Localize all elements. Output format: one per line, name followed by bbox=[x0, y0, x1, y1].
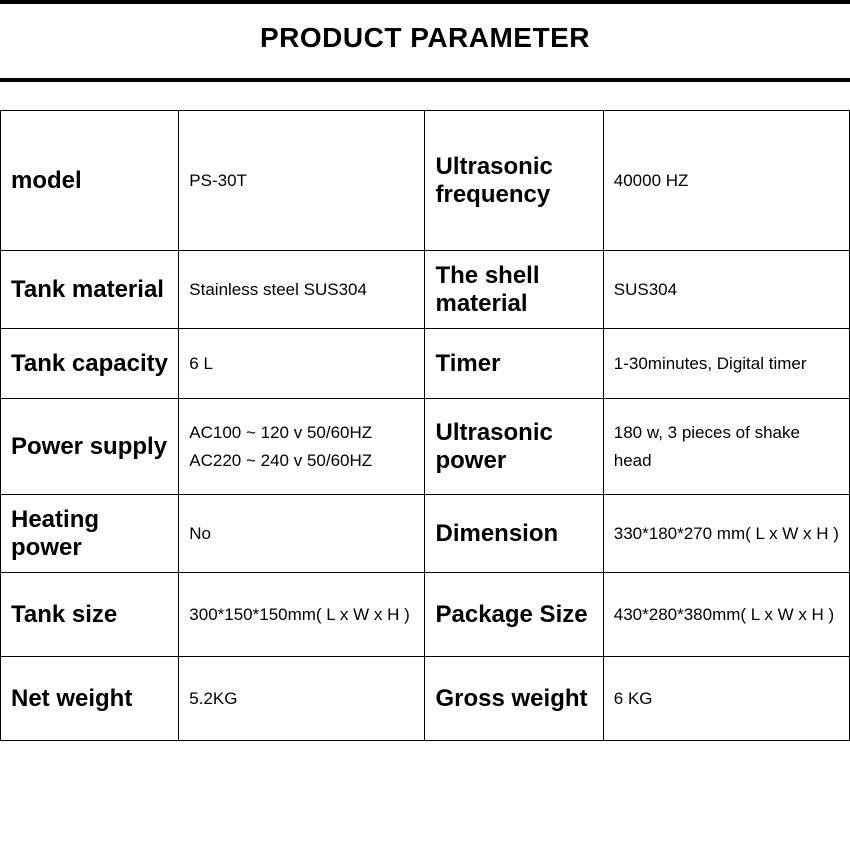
label-ultrasonic-power: Ultrasonic power bbox=[425, 399, 603, 495]
page: PRODUCT PARAMETER model PS-30T Ultrasoni… bbox=[0, 0, 850, 850]
label-gross-weight: Gross weight bbox=[425, 657, 603, 741]
value-package-size: 430*280*380mm( L x W x H ) bbox=[603, 573, 849, 657]
value-tank-capacity: 6 L bbox=[179, 329, 425, 399]
table-row: Power supply AC100 ~ 120 v 50/60HZ AC220… bbox=[1, 399, 850, 495]
label-dimension: Dimension bbox=[425, 495, 603, 573]
table-row: model PS-30T Ultrasonic frequency 40000 … bbox=[1, 111, 850, 251]
value-model: PS-30T bbox=[179, 111, 425, 251]
label-package-size: Package Size bbox=[425, 573, 603, 657]
label-timer: Timer bbox=[425, 329, 603, 399]
label-tank-material: Tank material bbox=[1, 251, 179, 329]
table-row: Heating power No Dimension 330*180*270 m… bbox=[1, 495, 850, 573]
label-tank-capacity: Tank capacity bbox=[1, 329, 179, 399]
label-power-supply: Power supply bbox=[1, 399, 179, 495]
label-tank-size: Tank size bbox=[1, 573, 179, 657]
value-net-weight: 5.2KG bbox=[179, 657, 425, 741]
value-dimension: 330*180*270 mm( L x W x H ) bbox=[603, 495, 849, 573]
page-title: PRODUCT PARAMETER bbox=[0, 0, 850, 82]
spec-table: model PS-30T Ultrasonic frequency 40000 … bbox=[0, 110, 850, 741]
value-tank-material: Stainless steel SUS304 bbox=[179, 251, 425, 329]
value-heating-power: No bbox=[179, 495, 425, 573]
label-net-weight: Net weight bbox=[1, 657, 179, 741]
value-power-supply: AC100 ~ 120 v 50/60HZ AC220 ~ 240 v 50/6… bbox=[179, 399, 425, 495]
value-shell-material: SUS304 bbox=[603, 251, 849, 329]
table-row: Tank capacity 6 L Timer 1-30minutes, Dig… bbox=[1, 329, 850, 399]
table-row: Tank material Stainless steel SUS304 The… bbox=[1, 251, 850, 329]
label-model: model bbox=[1, 111, 179, 251]
label-shell-material: The shell material bbox=[425, 251, 603, 329]
value-gross-weight: 6 KG bbox=[603, 657, 849, 741]
value-timer: 1-30minutes, Digital timer bbox=[603, 329, 849, 399]
table-row: Net weight 5.2KG Gross weight 6 KG bbox=[1, 657, 850, 741]
value-ultrasonic-power: 180 w, 3 pieces of shake head bbox=[603, 399, 849, 495]
label-heating-power: Heating power bbox=[1, 495, 179, 573]
table-row: Tank size 300*150*150mm( L x W x H ) Pac… bbox=[1, 573, 850, 657]
label-ultrasonic-frequency: Ultrasonic frequency bbox=[425, 111, 603, 251]
value-tank-size: 300*150*150mm( L x W x H ) bbox=[179, 573, 425, 657]
value-ultrasonic-frequency: 40000 HZ bbox=[603, 111, 849, 251]
